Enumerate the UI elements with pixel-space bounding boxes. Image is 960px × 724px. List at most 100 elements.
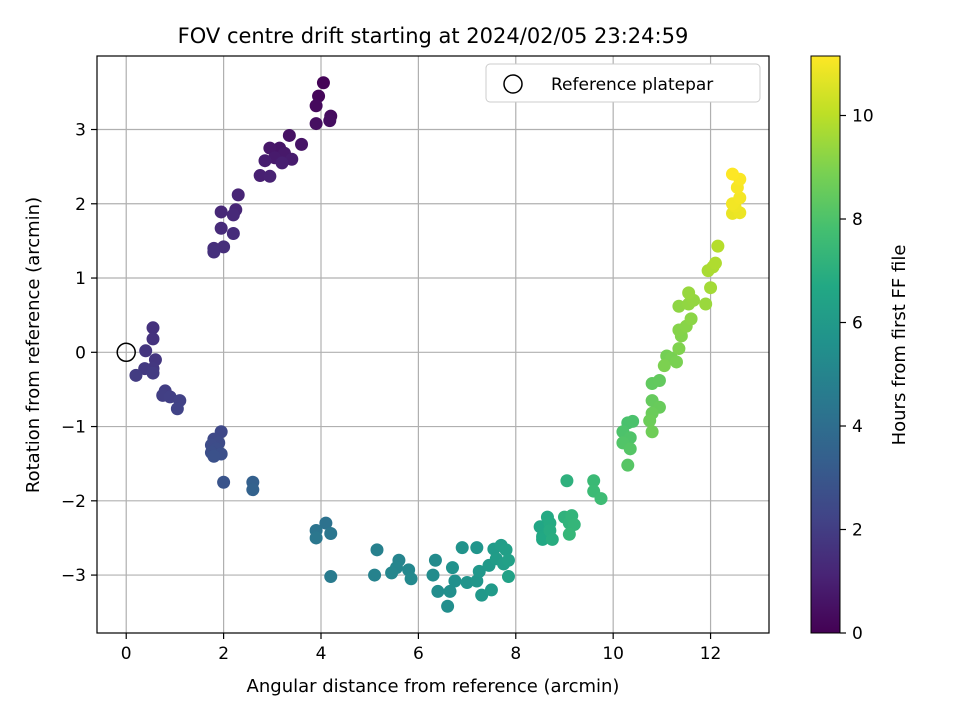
scatter-point	[725, 167, 739, 181]
scatter-point	[643, 414, 657, 428]
scatter-point	[472, 564, 486, 578]
scatter-point	[560, 474, 574, 488]
y-tick-label: −2	[61, 492, 86, 512]
scatter-point	[704, 281, 718, 295]
scatter-point	[587, 474, 601, 488]
scatter-point	[214, 205, 228, 219]
scatter-point	[309, 99, 323, 113]
scatter-point	[316, 76, 330, 90]
colorbar-tick-label: 0	[852, 624, 863, 644]
scatter-point	[368, 568, 382, 582]
colorbar-tick-label: 2	[852, 521, 863, 541]
scatter-point	[443, 584, 457, 598]
scatter-point	[441, 599, 455, 613]
scatter-point	[282, 128, 296, 142]
scatter-point	[263, 141, 277, 155]
scatter-point	[536, 532, 550, 546]
scatter-point	[323, 114, 337, 128]
scatter-point	[207, 449, 221, 463]
y-axis-label: Rotation from reference (arcmin)	[23, 197, 44, 493]
scatter-point	[545, 532, 559, 546]
scatter-point	[562, 527, 576, 541]
scatter-point	[324, 526, 338, 540]
scatter-point	[231, 188, 245, 202]
colorbar-tick-label: 8	[852, 210, 863, 230]
colorbar: 0 2 4 6 8 10 Hours from first FF file	[810, 55, 910, 644]
scatter-point	[455, 541, 469, 555]
scatter-point	[309, 531, 323, 545]
scatter-point	[711, 239, 725, 253]
x-tick-label: 8	[510, 644, 521, 664]
scatter-point	[295, 137, 309, 151]
scatter-point	[404, 572, 418, 586]
scatter-point	[146, 366, 160, 380]
scatter-point	[146, 321, 160, 335]
scatter-point	[708, 256, 722, 270]
colorbar-tick-label: 6	[852, 314, 863, 334]
scatter-point	[129, 368, 143, 382]
scatter-point	[682, 286, 696, 300]
scatter-point	[428, 553, 442, 567]
scatter-point	[226, 226, 240, 240]
scatter-point	[626, 414, 640, 428]
scatter-point	[217, 240, 231, 254]
scatter-point	[669, 355, 683, 369]
y-tick-label: 3	[75, 121, 86, 141]
scatter-point	[652, 374, 666, 388]
colorbar-tick-label: 10	[852, 107, 874, 127]
x-tick-label: 6	[413, 644, 424, 664]
grid-lines	[97, 56, 769, 633]
y-tick-label: 1	[75, 269, 86, 289]
scatter-point	[146, 332, 160, 346]
scatter-point	[567, 518, 581, 532]
scatter-point	[246, 483, 260, 497]
colorbar-gradient	[810, 55, 841, 634]
scatter-point	[475, 588, 489, 602]
scatter-point	[370, 543, 384, 557]
reference-platepar-marker	[116, 342, 136, 363]
scatter-point	[470, 541, 484, 555]
y-tick-label: 0	[75, 343, 86, 363]
scatter-point	[253, 169, 267, 183]
scatter-point	[672, 299, 686, 313]
scatter-point	[319, 516, 333, 530]
colorbar-label: Hours from first FF file	[889, 245, 910, 446]
scatter-point	[657, 359, 671, 373]
y-tick-label: −1	[61, 418, 86, 438]
legend-entry: Reference platepar	[551, 75, 713, 95]
scatter-point	[258, 154, 272, 168]
scatter-point	[324, 570, 338, 584]
scatter-point	[621, 458, 635, 472]
scatter-point	[275, 156, 289, 170]
scatter-point	[501, 553, 515, 567]
scatter-point	[309, 117, 323, 131]
x-tick-label: 2	[218, 644, 229, 664]
legend-marker-icon	[503, 74, 523, 94]
chart-title: FOV centre drift starting at 2024/02/05 …	[178, 24, 689, 48]
scatter-point	[684, 312, 698, 326]
scatter-point	[699, 297, 713, 311]
scatter-points	[129, 76, 747, 613]
x-axis-ticks: 0 2 4 6 8 10 12	[121, 633, 721, 664]
scatter-point	[445, 561, 459, 575]
scatter-point	[217, 475, 231, 489]
x-tick-label: 4	[316, 644, 327, 664]
legend: Reference platepar	[485, 63, 761, 103]
scatter-point	[431, 584, 445, 598]
scatter-point	[499, 543, 513, 557]
scatter-point	[645, 425, 659, 439]
x-tick-label: 10	[602, 644, 624, 664]
x-axis-label: Angular distance from reference (arcmin)	[247, 676, 620, 697]
scatter-point	[207, 245, 221, 259]
scatter-point	[594, 492, 608, 506]
scatter-point	[733, 191, 747, 205]
colorbar-tick-label: 4	[852, 417, 863, 437]
scatter-point	[226, 208, 240, 222]
scatter-point	[426, 568, 440, 582]
scatter-point	[501, 570, 515, 584]
scatter-point	[263, 169, 277, 183]
scatter-point	[460, 576, 474, 590]
scatter-point	[385, 566, 399, 580]
scatter-point	[214, 221, 228, 235]
